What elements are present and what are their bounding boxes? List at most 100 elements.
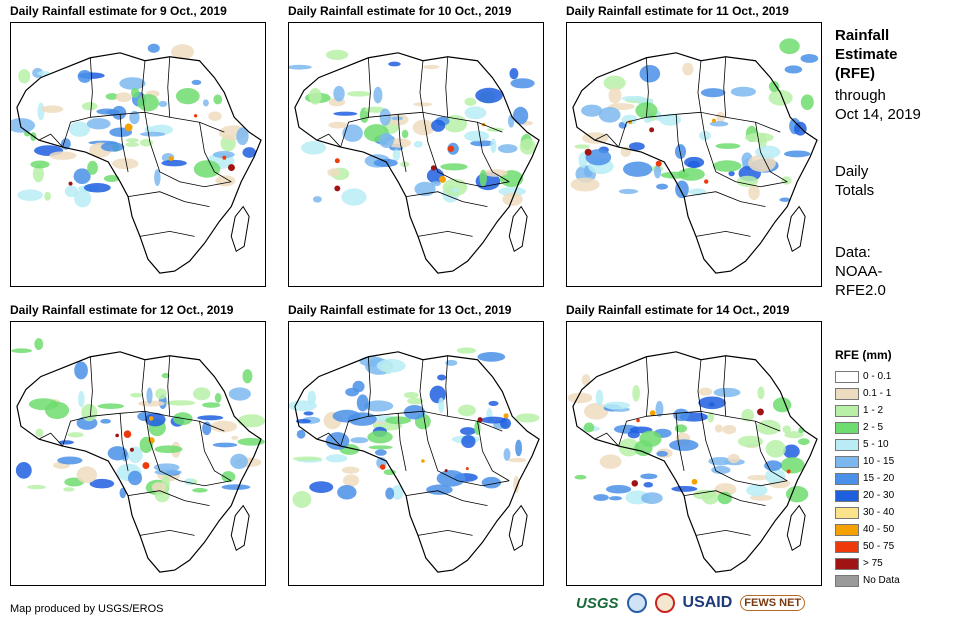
africa-coastline	[572, 351, 818, 573]
rain-cell	[451, 187, 459, 193]
rain-cell	[693, 489, 717, 500]
legend-label: 30 - 40	[863, 507, 895, 518]
country-border	[594, 432, 619, 447]
sidebar-daily-line2: Totals	[835, 182, 875, 199]
rain-cell	[68, 121, 91, 137]
legend-swatch	[835, 540, 859, 553]
rain-cell	[442, 178, 468, 197]
rain-cell	[598, 106, 621, 123]
rain-cell	[755, 145, 781, 159]
country-border	[397, 413, 407, 471]
heavy-rain-cell	[421, 459, 425, 463]
legend-swatch	[835, 506, 859, 519]
rain-cell	[356, 394, 369, 412]
rain-cell	[74, 189, 92, 208]
rain-cell	[643, 481, 654, 488]
country-border	[128, 191, 210, 207]
rain-cell	[332, 409, 361, 423]
rain-cell	[641, 492, 663, 505]
madagascar-outline	[508, 504, 528, 551]
rain-cell	[464, 106, 487, 120]
country-border	[406, 191, 488, 207]
panel-title-14-oct: Daily Rainfall estimate for 14 Oct., 201…	[566, 303, 790, 317]
rain-cell	[327, 168, 341, 177]
rain-cell	[137, 94, 159, 112]
rain-cell	[797, 438, 810, 445]
rain-cell	[97, 403, 124, 409]
rain-cell	[603, 401, 631, 410]
country-border	[695, 529, 751, 536]
rain-cell	[603, 75, 626, 91]
country-border	[417, 230, 473, 237]
country-border	[445, 56, 449, 118]
heavy-rain-cell	[649, 127, 655, 133]
rain-cell	[712, 160, 742, 172]
rain-cell	[570, 177, 600, 192]
country-border	[38, 133, 63, 148]
rain-cell	[747, 474, 769, 481]
heavy-rain-cell	[379, 464, 386, 470]
rain-cell	[574, 474, 587, 480]
usaid-seal-icon	[654, 593, 675, 613]
fews-net-logo: FEWS NET	[740, 595, 806, 611]
rainfall-map-14-oct	[566, 321, 822, 586]
rain-cell	[426, 484, 453, 495]
rain-cell	[129, 110, 140, 125]
rain-cell	[115, 92, 132, 103]
rain-cell	[57, 456, 83, 465]
rain-cell	[289, 64, 312, 70]
rain-cell	[608, 496, 623, 501]
rain-cell	[744, 132, 774, 143]
rain-cell	[192, 488, 208, 493]
legend-label: 10 - 15	[863, 456, 895, 467]
legend-item: 0 - 0.1	[835, 368, 900, 385]
usaid-logo: USAID	[682, 594, 733, 611]
country-border	[367, 57, 371, 118]
legend-swatch	[835, 404, 859, 417]
rain-cell	[460, 427, 476, 436]
rain-cell	[430, 180, 441, 187]
rain-cell	[161, 159, 187, 167]
rain-cell	[483, 169, 508, 177]
rain-cell	[643, 116, 652, 123]
country-border	[697, 60, 781, 133]
rain-cell	[350, 437, 369, 444]
rain-cell	[146, 387, 153, 404]
heavy-rain-cell	[477, 417, 483, 423]
heavy-rain-cell	[584, 148, 592, 156]
sidebar-through-label: through	[835, 87, 886, 104]
heavy-rain-cell	[68, 181, 73, 186]
rain-cell	[488, 400, 499, 406]
heavy-rain-cell	[465, 467, 469, 471]
rain-cell	[385, 487, 395, 500]
rain-cell	[153, 463, 180, 472]
rain-cell	[388, 61, 401, 67]
rain-cell	[236, 127, 249, 146]
rain-cell	[413, 102, 433, 107]
africa-map-svg	[11, 43, 262, 274]
rain-cell	[746, 484, 768, 497]
rain-cell	[608, 87, 622, 104]
country-border	[697, 359, 781, 432]
rain-cell	[639, 65, 661, 83]
rain-cell	[656, 183, 669, 190]
sidebar-title-line3: (RFE)	[835, 65, 875, 82]
rain-cell	[151, 482, 166, 493]
rain-cell	[423, 64, 440, 70]
africa-coastline	[572, 52, 818, 274]
rain-cell	[87, 160, 98, 175]
sidebar-data-line3: RFE2.0	[835, 282, 886, 299]
rain-cell	[301, 141, 327, 155]
rain-cell	[722, 424, 737, 435]
rain-cell	[779, 197, 791, 202]
rain-cell	[107, 446, 128, 461]
country-border	[199, 421, 232, 482]
rain-cell	[385, 416, 412, 425]
rain-cell	[634, 440, 653, 456]
rain-cell	[585, 149, 612, 166]
rain-cell	[674, 424, 688, 433]
rain-cell	[221, 484, 251, 491]
country-border	[144, 411, 232, 487]
rain-cell	[730, 86, 757, 97]
rain-cell	[583, 422, 595, 433]
